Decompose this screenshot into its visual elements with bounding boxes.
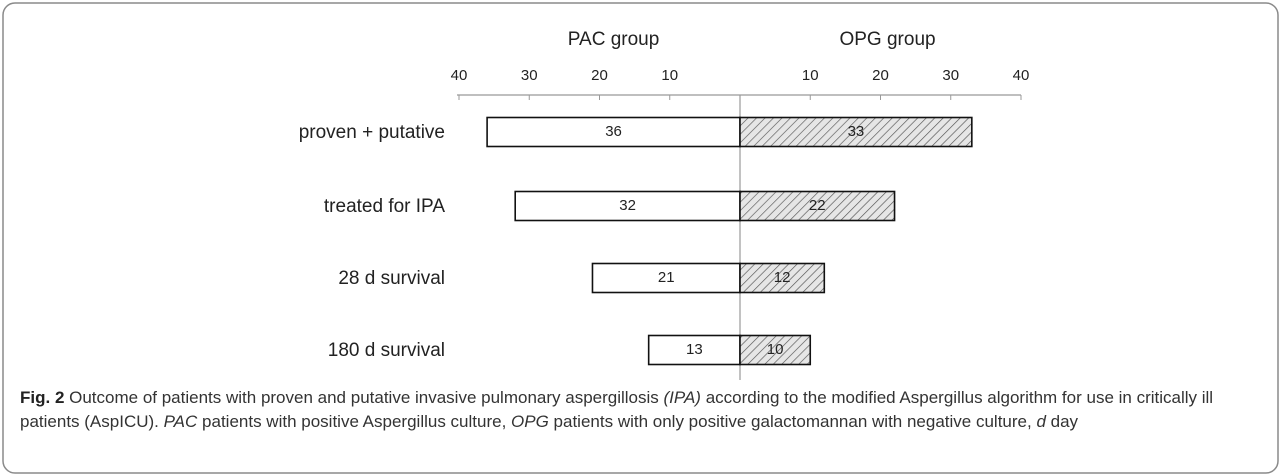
bar: [739, 262, 826, 294]
caption-text: day: [1045, 412, 1079, 431]
x-tick-label: 10: [661, 67, 678, 84]
bar: [739, 190, 896, 222]
x-tick-label: 40: [1013, 67, 1030, 84]
caption-text: Outcome of patients with proven and puta…: [64, 388, 664, 407]
category-label: treated for IPA: [324, 196, 445, 217]
bar: [739, 116, 973, 148]
bar-value-label: 12: [774, 269, 791, 286]
caption-text: patients with only positive galactomanna…: [548, 412, 1037, 431]
bar-value-label: 21: [658, 269, 675, 286]
caption-text: OPG: [511, 412, 549, 431]
bar-value-label: 36: [605, 123, 622, 140]
x-tick-label: 40: [451, 67, 468, 84]
bar-value-label: 10: [767, 341, 784, 358]
category-label: 28 d survival: [338, 268, 445, 289]
x-tick-label: 20: [591, 67, 608, 84]
caption-text: according to the modified Aspergillus al…: [20, 388, 1218, 431]
caption-text: d: [1036, 412, 1046, 431]
caption: Fig. 2 Outcome of patients with proven a…: [20, 386, 1265, 434]
legend-label: OPG group: [839, 29, 935, 50]
bar-value-label: 32: [619, 197, 636, 214]
category-label: 180 d survival: [328, 340, 445, 361]
legend-label: PAC group: [568, 29, 660, 50]
bar: [514, 190, 741, 222]
bar: [647, 334, 741, 366]
bar: [591, 262, 741, 294]
caption-text: (IPA): [663, 388, 701, 407]
caption-label: Fig. 2: [20, 388, 65, 407]
bar-value-label: 33: [848, 123, 865, 140]
bar-value-label: 13: [686, 341, 703, 358]
bar: [739, 334, 812, 366]
x-tick-label: 10: [802, 67, 819, 84]
caption-text: patients with positive Aspergillus cultu…: [197, 412, 512, 431]
bar-value-label: 22: [809, 197, 826, 214]
x-tick-label: 20: [872, 67, 889, 84]
caption-text: PAC: [163, 412, 198, 431]
x-tick-label: 30: [521, 67, 538, 84]
category-label: proven + putative: [299, 122, 445, 143]
bar: [486, 116, 741, 148]
x-tick-label: 30: [942, 67, 959, 84]
